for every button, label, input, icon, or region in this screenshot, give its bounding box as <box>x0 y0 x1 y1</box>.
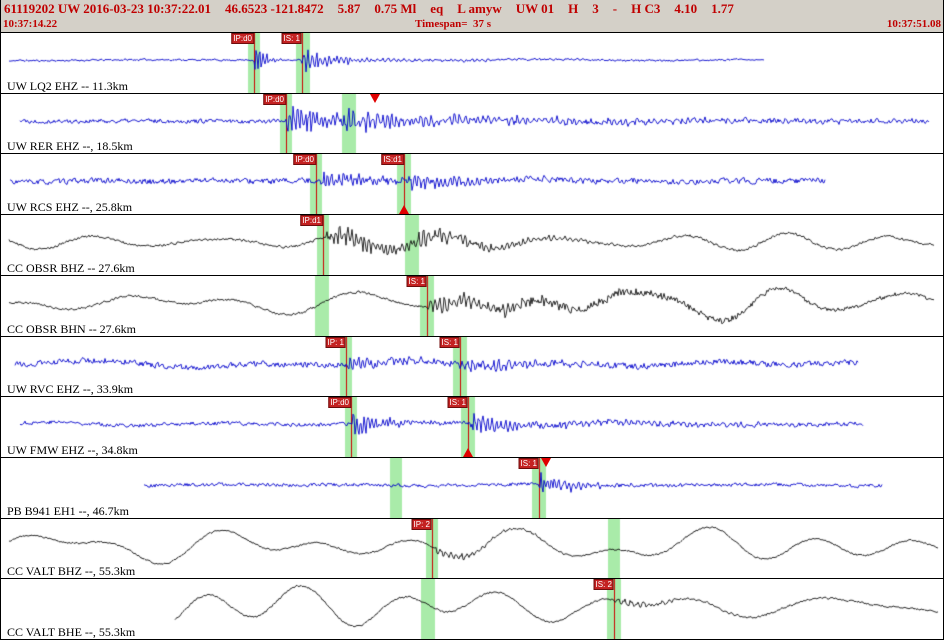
waveform-canvas[interactable] <box>1 336 943 397</box>
event-review-flag: L amyw <box>457 1 502 16</box>
window-end-time: 10:37:51.08 <box>886 18 941 30</box>
trace-panel-1[interactable]: UW LQ2 EHZ -- 11.3km IP:d0 IS: 1 <box>1 33 943 94</box>
trace-label: PB B941 EH1 --, 46.7km <box>7 503 130 518</box>
trace-panel-10[interactable]: CC VALT BHE --, 55.3km IS: 2 <box>1 579 943 639</box>
trace-panel-6[interactable]: UW RVC EHZ --, 33.9km IP: 1 IS: 1 <box>1 336 943 398</box>
pick-flag[interactable]: IS:d1 <box>381 154 404 166</box>
header-value: 1.77 <box>711 1 734 16</box>
waveform-canvas[interactable] <box>1 33 943 93</box>
trace-panel-5[interactable]: CC OBSR BHN -- 27.6km IS: 1 <box>1 275 943 337</box>
waveform-canvas[interactable] <box>1 397 943 457</box>
trace-label: CC VALT BHZ --, 55.3km <box>7 564 136 579</box>
header-value: 4.10 <box>674 1 698 16</box>
event-coordinates: 46.6523 -121.8472 <box>225 1 324 16</box>
pick-flag[interactable]: IS: 1 <box>281 33 302 44</box>
trace-panel-9[interactable]: CC VALT BHZ --, 55.3km IP: 2 <box>1 518 943 580</box>
waveform-canvas[interactable] <box>1 215 943 275</box>
window-start-time: 10:37:14.22 <box>3 18 58 30</box>
pick-flag[interactable]: IS: 1 <box>447 397 468 409</box>
waveform-canvas[interactable] <box>1 275 943 336</box>
pick-flag[interactable]: IP:d0 <box>293 154 316 166</box>
trace-label: CC OBSR BHN -- 27.6km <box>7 321 137 336</box>
event-type: eq <box>430 1 444 16</box>
trace-label: CC VALT BHE --, 55.3km <box>7 625 136 640</box>
event-header-bar: 61119202 UW 2016-03-23 10:37:22.01 46.65… <box>1 0 943 18</box>
waveform-canvas[interactable] <box>1 93 943 154</box>
pick-flag[interactable]: IP: 1 <box>325 336 346 348</box>
arrival-triangle-icon[interactable] <box>370 93 380 103</box>
trace-panel-8[interactable]: PB B941 EH1 --, 46.7km IS: 1 <box>1 457 943 519</box>
header-field: H C3 <box>631 1 661 16</box>
trace-label: CC OBSR BHZ -- 27.6km <box>7 260 135 275</box>
time-header-bar: 10:37:14.22 Timespan= 37 s 10:37:51.08 <box>1 18 943 33</box>
event-id-and-time: 61119202 UW 2016-03-23 10:37:22.01 <box>4 1 212 16</box>
timespan-label: Timespan= 37 s <box>414 18 492 30</box>
pick-flag[interactable]: IS: 1 <box>406 275 427 287</box>
arrival-triangle-icon[interactable] <box>541 457 551 467</box>
arrival-triangle-icon[interactable] <box>399 205 409 215</box>
trace-area: UW LQ2 EHZ -- 11.3km IP:d0 IS: 1 UW RER E… <box>1 33 943 639</box>
waveform-canvas[interactable] <box>1 457 943 518</box>
header-field: - <box>612 1 618 16</box>
header-field: 3 <box>592 1 599 16</box>
trace-panel-2[interactable]: UW RER EHZ --, 18.5km IP:d0 <box>1 93 943 155</box>
pick-flag[interactable]: IP:d0 <box>328 397 351 409</box>
trace-panel-7[interactable]: UW FMW EHZ --, 34.8km IP:d0 IS: 1 <box>1 397 943 458</box>
pick-flag[interactable]: IP:d0 <box>231 33 254 44</box>
trace-label: UW RCS EHZ --, 25.8km <box>7 200 133 215</box>
header-field: H <box>568 1 579 16</box>
trace-label: UW LQ2 EHZ -- 11.3km <box>7 78 128 93</box>
trace-label: UW RVC EHZ --, 33.9km <box>7 382 134 397</box>
trace-label: UW RER EHZ --, 18.5km <box>7 139 133 154</box>
waveform-canvas[interactable] <box>1 518 943 579</box>
network-code: UW 01 <box>515 1 555 16</box>
pick-flag[interactable]: IS: 2 <box>593 579 614 591</box>
waveform-canvas[interactable] <box>1 154 943 215</box>
event-magnitude: 0.75 Ml <box>374 1 417 16</box>
trace-label: UW FMW EHZ --, 34.8km <box>7 442 138 457</box>
waveform-canvas[interactable] <box>1 579 943 639</box>
event-depth: 5.87 <box>337 1 361 16</box>
pick-flag[interactable]: IP: 2 <box>411 518 432 530</box>
pick-flag[interactable]: IS: 1 <box>518 457 539 469</box>
pick-flag[interactable]: IP:d1 <box>300 215 323 227</box>
pick-flag[interactable]: IP:d0 <box>263 93 286 105</box>
arrival-triangle-icon[interactable] <box>463 447 473 457</box>
trace-panel-4[interactable]: CC OBSR BHZ -- 27.6km IP:d1 <box>1 215 943 276</box>
pick-flag[interactable]: IS: 1 <box>439 336 460 348</box>
trace-panel-3[interactable]: UW RCS EHZ --, 25.8km IP:d0 IS:d1 <box>1 154 943 216</box>
